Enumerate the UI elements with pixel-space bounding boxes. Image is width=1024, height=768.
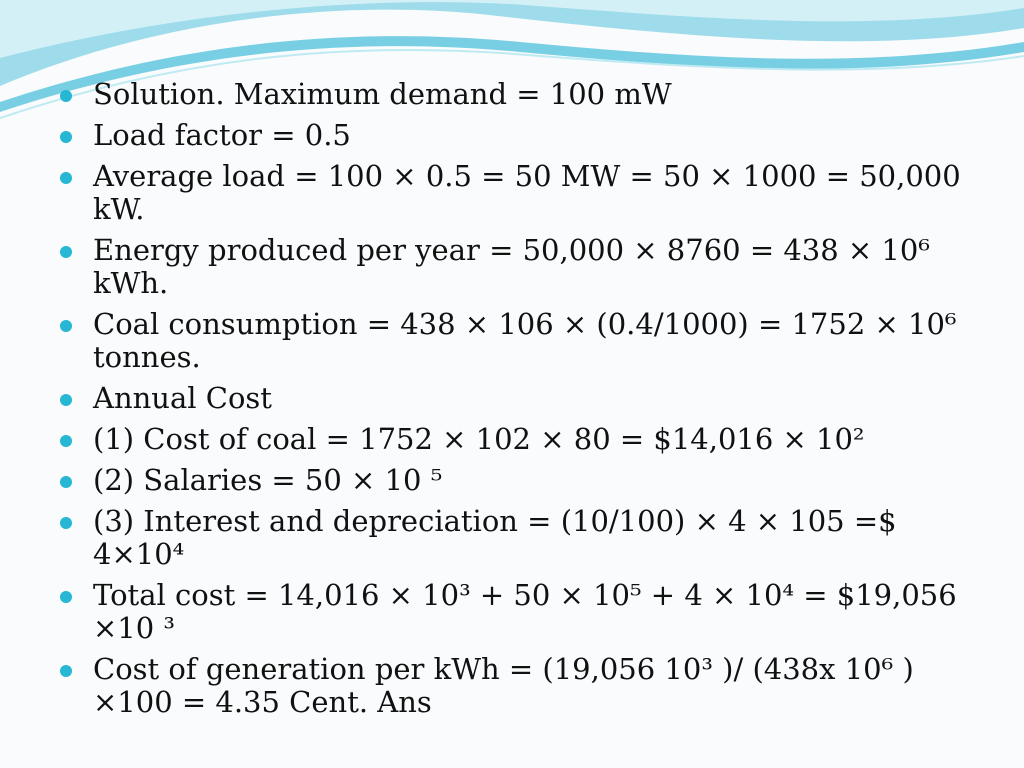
solution-text-8: (2) Salaries = 50 × 10 ⁵ (93, 463, 443, 497)
solution-bullet-4: Energy produced per year = 50,000 × 8760… (60, 234, 990, 300)
solution-text-11: Cost of generation per kWh = (19,056 10³… (93, 652, 914, 719)
solution-text-7: (1) Cost of coal = 1752 × 102 × 80 = $14… (93, 422, 865, 456)
header-wave-dark (0, 0, 1024, 86)
solution-bullet-1: Solution. Maximum demand = 100 mW (60, 78, 990, 111)
solution-text-3: Average load = 100 × 0.5 = 50 MW = 50 × … (93, 159, 961, 226)
bullet-dot-icon (60, 90, 72, 102)
solution-bullet-2: Load factor = 0.5 (60, 119, 990, 152)
bullet-dot-icon (60, 394, 72, 406)
solution-text-1: Solution. Maximum demand = 100 mW (93, 77, 672, 111)
solution-text-9: (3) Interest and depreciation = (10/100)… (93, 504, 897, 571)
solution-bullet-8: (2) Salaries = 50 × 10 ⁵ (60, 464, 990, 497)
solution-bullet-9: (3) Interest and depreciation = (10/100)… (60, 505, 990, 571)
solution-bullet-10: Total cost = 14,016 × 10³ + 50 × 10⁵ + 4… (60, 579, 990, 645)
bullet-dot-icon (60, 591, 72, 603)
solution-text-5: Coal consumption = 438 × 106 × (0.4/1000… (93, 307, 957, 374)
bullet-dot-icon (60, 246, 72, 258)
solution-text-4: Energy produced per year = 50,000 × 8760… (93, 233, 930, 300)
bullet-dot-icon (60, 131, 72, 143)
solution-bullet-5: Coal consumption = 438 × 106 × (0.4/1000… (60, 308, 990, 374)
solution-text-2: Load factor = 0.5 (93, 118, 351, 152)
bullet-dot-icon (60, 517, 72, 529)
solution-bullet-7: (1) Cost of coal = 1752 × 102 × 80 = $14… (60, 423, 990, 456)
solution-list: Solution. Maximum demand = 100 mW Load f… (60, 78, 990, 727)
solution-text-6: Annual Cost (93, 381, 272, 415)
header-wave-decoration (0, 0, 1024, 119)
bullet-dot-icon (60, 172, 72, 184)
bullet-dot-icon (60, 320, 72, 332)
solution-text-10: Total cost = 14,016 × 10³ + 50 × 10⁵ + 4… (93, 578, 957, 645)
header-wave-line (0, 48, 1024, 119)
bullet-dot-icon (60, 476, 72, 488)
bullet-dot-icon (60, 435, 72, 447)
solution-bullet-3: Average load = 100 × 0.5 = 50 MW = 50 × … (60, 160, 990, 226)
header-wave-light (0, 0, 1024, 58)
solution-bullet-11: Cost of generation per kWh = (19,056 10³… (60, 653, 990, 719)
bullet-dot-icon (60, 665, 72, 677)
solution-bullet-6: Annual Cost (60, 382, 990, 415)
